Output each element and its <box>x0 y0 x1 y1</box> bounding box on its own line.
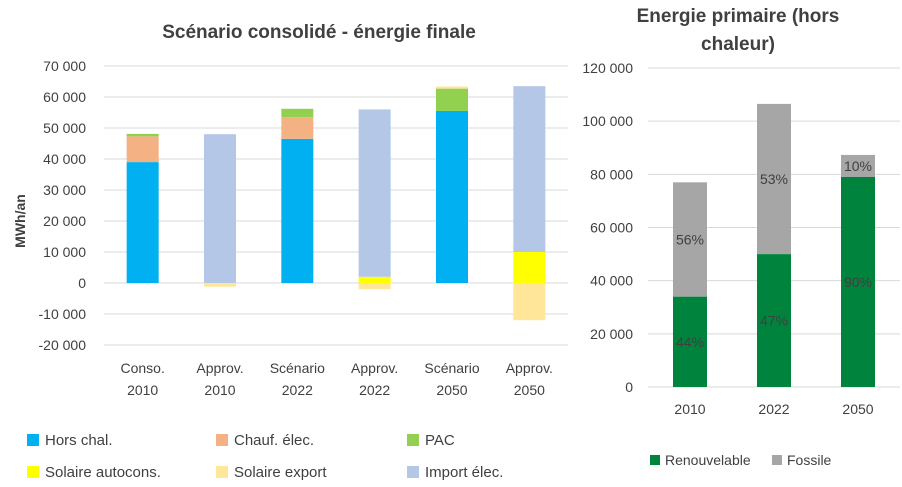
x-tick-label: 2022 <box>282 382 313 398</box>
bar-solaire-export-scenario-2050 <box>436 86 468 89</box>
bar-fossile-2010 <box>673 182 707 297</box>
legend-swatch-chauf-elec <box>216 434 228 446</box>
y-tick-label: 80 000 <box>590 166 633 182</box>
data-label-renouvelable-2050: 90% <box>844 274 872 290</box>
x-tick-label: Conso. <box>120 360 164 376</box>
y-tick-label: 120 000 <box>582 60 633 76</box>
bar-renouvelable-2022 <box>757 254 791 387</box>
legend-label-chauf-elec: Chauf. élec. <box>234 432 314 449</box>
bar-renouvelable-2050 <box>841 176 875 387</box>
chart2-legend: Renouvelable Fossile <box>650 452 832 468</box>
data-label-fossile-2010: 56% <box>676 231 704 247</box>
y-tick-label: 0 <box>625 379 633 395</box>
x-tick-label: 2010 <box>204 382 235 398</box>
x-tick-label: 2050 <box>436 382 467 398</box>
x-tick-label: 2050 <box>842 401 873 417</box>
y-tick-label: -20 000 <box>39 337 87 353</box>
bar-solaire-export-approv-2022 <box>358 283 391 290</box>
chart-title-primary-energy-line2: chaleur) <box>701 34 775 55</box>
y-tick-label: 60 000 <box>43 89 86 105</box>
legend-label-pac: PAC <box>425 432 455 449</box>
bar-solaire-autocons-approv-2022 <box>358 276 391 283</box>
data-label-fossile-2050: 10% <box>844 158 872 174</box>
chart2-x-ticks: 2010 2022 2050 <box>674 401 873 417</box>
y-axis-label: MWh/an <box>12 194 28 248</box>
bar-fossile-2022 <box>757 103 791 255</box>
legend-label-solaire-export: Solaire export <box>234 464 327 481</box>
y-tick-label: 40 000 <box>43 151 86 167</box>
bar-hors-chal-scenario-2050 <box>436 110 468 283</box>
y-tick-label: 0 <box>78 275 86 291</box>
legend-swatch-solaire-export <box>216 466 228 478</box>
x-tick-label: 2010 <box>674 401 705 417</box>
bar-import-elec-approv-2010 <box>204 134 236 283</box>
x-tick-label: Scénario <box>424 360 479 376</box>
x-tick-label: 2010 <box>127 382 158 398</box>
bar-solaire-export-approv-2050 <box>513 283 546 321</box>
legend-label-renouvelable: Renouvelable <box>665 452 751 468</box>
x-tick-label: Approv. <box>506 360 553 376</box>
chart2-data-labels: 44% 56% 47% 53% 90% 10% <box>676 158 872 350</box>
bar-import-elec-approv-2022 <box>358 109 391 277</box>
x-tick-label: 2022 <box>359 382 390 398</box>
bar-pac-conso-2010 <box>126 133 159 137</box>
x-tick-label: 2050 <box>514 382 545 398</box>
bar-hors-chal-conso-2010 <box>126 162 159 283</box>
legend-swatch-pac <box>407 434 419 446</box>
legend-swatch-fossile <box>772 455 782 465</box>
data-label-fossile-2022: 53% <box>760 171 788 187</box>
y-tick-label: 20 000 <box>43 213 86 229</box>
legend-label-import-elec: Import élec. <box>425 464 503 481</box>
y-tick-label: 60 000 <box>590 220 633 236</box>
chart1-bars <box>126 86 546 321</box>
bar-fossile-2050 <box>841 154 875 177</box>
bar-chauf-elec-conso-2010 <box>126 136 159 163</box>
chart2-y-ticks: 0 20 000 40 000 60 000 80 000 100 000 120 000 <box>582 60 633 395</box>
x-tick-label: Approv. <box>196 360 243 376</box>
bar-pac-scenario-2022 <box>281 108 314 118</box>
legend-swatch-import-elec <box>407 466 419 478</box>
legend-swatch-solaire-autocons <box>27 466 39 478</box>
legend-label-solaire-autocons: Solaire autocons. <box>45 464 161 481</box>
legend-label-fossile: Fossile <box>787 452 832 468</box>
y-tick-label: 30 000 <box>43 182 86 198</box>
x-tick-label: 2022 <box>758 401 789 417</box>
chart1-x-ticks: Conso. 2010 Approv. 2010 Scénario 2022 Approv.… <box>120 360 552 398</box>
bar-renouvelable-2010 <box>673 296 707 387</box>
chart1-y-ticks: -20 000 -10 000 0 10 000 20 000 30 000 40 000 5… <box>39 58 87 353</box>
y-tick-label: -10 000 <box>39 306 87 322</box>
legend-label-hors-chal: Hors chal. <box>45 432 113 449</box>
bar-hors-chal-scenario-2022 <box>281 138 314 283</box>
x-tick-label: Scénario <box>270 360 325 376</box>
bar-solaire-autocons-approv-2050 <box>513 252 546 283</box>
chart-title-primary-energy: Energie primaire (hors <box>637 6 840 27</box>
chart1-legend: Hors chal. Chauf. élec. PAC Solaire autocon… <box>27 432 503 481</box>
data-label-renouvelable-2022: 47% <box>760 313 788 329</box>
chart1-gridlines <box>104 65 568 346</box>
x-tick-label: Approv. <box>351 360 398 376</box>
legend-swatch-hors-chal <box>27 434 39 446</box>
y-tick-label: 70 000 <box>43 58 86 74</box>
y-tick-label: 50 000 <box>43 120 86 136</box>
legend-swatch-renouvelable <box>650 455 660 465</box>
y-tick-label: 100 000 <box>582 113 633 129</box>
data-label-renouvelable-2010: 44% <box>676 334 704 350</box>
y-tick-label: 40 000 <box>590 273 633 289</box>
chart2-bars <box>673 103 875 387</box>
chart-title-final-energy: Scénario consolidé - énergie finale <box>162 22 476 43</box>
bar-import-elec-approv-2050 <box>513 86 546 253</box>
bar-solaire-export-approv-2010 <box>204 283 236 287</box>
y-tick-label: 10 000 <box>43 244 86 260</box>
bar-pac-scenario-2050 <box>436 88 468 111</box>
bar-chauf-elec-scenario-2022 <box>281 117 314 139</box>
y-tick-label: 20 000 <box>590 326 633 342</box>
